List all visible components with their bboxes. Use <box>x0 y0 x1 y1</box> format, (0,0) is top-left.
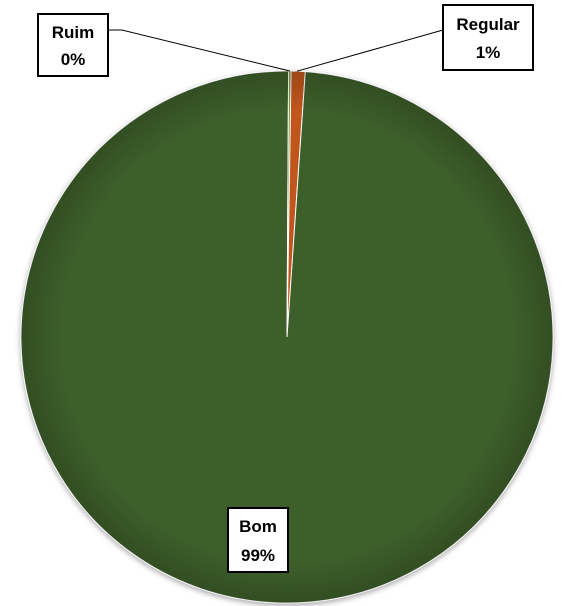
slice-label-bom: Bom <box>239 517 277 536</box>
pie-shading <box>21 71 553 603</box>
leader-line-ruim <box>108 29 290 72</box>
data-label-ruim: Ruim 0% <box>37 13 109 77</box>
slice-percent-ruim: 0% <box>61 50 86 69</box>
slice-label-regular: Regular <box>456 15 520 34</box>
slice-label-ruim: Ruim <box>52 23 95 42</box>
slice-percent-regular: 1% <box>476 43 501 62</box>
data-label-regular: Regular 1% <box>442 4 534 71</box>
data-label-bom: Bom 99% <box>227 507 289 573</box>
leader-line-regular <box>296 29 444 72</box>
slice-percent-bom: 99% <box>241 546 275 565</box>
leader-lines <box>108 29 444 72</box>
